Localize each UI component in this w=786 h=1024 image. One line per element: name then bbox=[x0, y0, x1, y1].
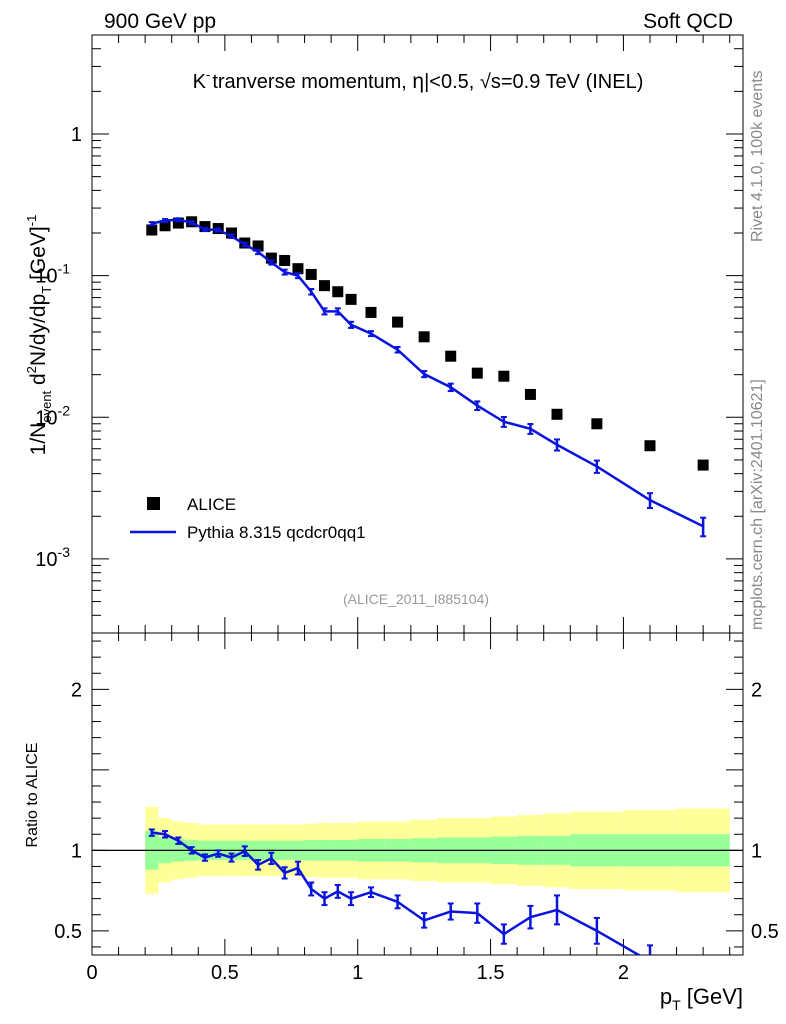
main-panel: 10-310-210-11 bbox=[35, 34, 744, 634]
ratio-frame bbox=[91, 632, 744, 956]
title-eta: η bbox=[412, 70, 424, 93]
main-y-tick-label: 10-2 bbox=[35, 402, 70, 429]
alice-data-point bbox=[697, 459, 709, 471]
tick-exponent: -1 bbox=[58, 261, 71, 277]
ratio-y-axis-label: Ratio to ALICE bbox=[24, 743, 41, 848]
legend-mc-label: Pythia 8.315 qcdcr0qq1 bbox=[187, 523, 366, 542]
main-y-tick-label: 10-3 bbox=[35, 544, 70, 571]
tick-base: 10 bbox=[35, 266, 57, 288]
alice-data-point bbox=[365, 306, 377, 318]
ratio-y-tick-label-left: 1 bbox=[71, 840, 82, 862]
alice-data-point bbox=[524, 388, 536, 400]
alice-data-point bbox=[252, 240, 264, 252]
alice-data-point bbox=[319, 280, 330, 292]
tick-exponent: -2 bbox=[58, 402, 71, 418]
title-charge: - bbox=[206, 67, 210, 82]
alice-data-point bbox=[172, 217, 184, 229]
xlabel-unit: [GeV] bbox=[681, 984, 743, 1009]
header-left-label: 900 GeV pp bbox=[104, 10, 216, 33]
ylabel-rest: N/dy/dp bbox=[27, 294, 50, 366]
x-axis-label: pT [GeV] bbox=[660, 984, 743, 1013]
ratio-mc-layer bbox=[148, 828, 653, 955]
analysis-id-label: (ALICE_2011_I885104) bbox=[343, 591, 489, 607]
alice-data-point bbox=[159, 220, 171, 232]
main-mc-layer bbox=[148, 217, 707, 538]
alice-data-point bbox=[392, 316, 404, 328]
alice-data-point bbox=[498, 370, 510, 382]
ratio-y-tick-label-left: 2 bbox=[71, 679, 82, 701]
alice-data-point bbox=[146, 224, 158, 236]
alice-data-point bbox=[305, 268, 317, 280]
alice-data-point bbox=[226, 227, 237, 239]
ratio-y-tick-label-left: 0.5 bbox=[54, 921, 82, 943]
ratio-mc-clipped bbox=[148, 828, 653, 955]
ylabel-event: event bbox=[39, 390, 54, 422]
title-energy: s=0.9 TeV (INEL) bbox=[491, 71, 643, 93]
alice-data-point bbox=[292, 263, 304, 275]
header-right-label: Soft QCD bbox=[643, 10, 733, 33]
main-y-axis-label: 1/Nevent d2N/dy/dpT [GeV]-1 bbox=[24, 215, 54, 456]
alice-data-point bbox=[345, 293, 357, 305]
alice-data-point bbox=[551, 408, 563, 420]
ratio-y-tick-label-right: 2 bbox=[751, 679, 762, 701]
alice-data-point bbox=[199, 221, 211, 233]
alice-data-point bbox=[265, 252, 277, 264]
alice-data-point bbox=[591, 418, 603, 430]
ylabel-middle: d bbox=[27, 373, 50, 391]
ratio-y-tick-label-right: 1 bbox=[751, 840, 762, 862]
title-sqrt: √ bbox=[480, 71, 491, 93]
alice-data-point bbox=[445, 350, 457, 362]
tick-exponent: -3 bbox=[58, 544, 71, 560]
x-tick-label: 0 bbox=[86, 962, 97, 984]
ratio-panel: 0.5 0.51 12 20 0.5 1 1.5 2 bbox=[54, 632, 779, 984]
legend: ALICE Pythia 8.315 qcdcr0qq1 bbox=[130, 495, 366, 542]
tick-base: 10 bbox=[35, 549, 57, 571]
ylabel-unit: [GeV] bbox=[27, 226, 50, 286]
main-data-layer bbox=[146, 216, 709, 471]
tick-base: 10 bbox=[35, 407, 57, 429]
legend-data-marker bbox=[147, 497, 160, 510]
alice-data-point bbox=[279, 254, 291, 266]
x-tick-label: 1.5 bbox=[477, 962, 505, 984]
title-text: tranverse momentum, bbox=[212, 71, 412, 93]
x-tick-label: 1 bbox=[352, 962, 363, 984]
legend-data-label: ALICE bbox=[187, 495, 236, 514]
ratio-y-tick-label-right: 0.5 bbox=[751, 921, 779, 943]
title-particle: K bbox=[193, 71, 207, 93]
ylabel-power: -1 bbox=[24, 215, 39, 227]
ylabel-t: T bbox=[39, 286, 54, 294]
x-tick-label: 2 bbox=[618, 962, 629, 984]
main-title: K-tranverse momentum, η|<0.5, √s=0.9 TeV… bbox=[193, 67, 644, 93]
mcplots-reference-label: mcplots.cern.ch [arXiv:2401.10621] bbox=[749, 379, 766, 630]
rivet-version-label: Rivet 4.1.0, 100k events bbox=[749, 70, 766, 242]
alice-data-point bbox=[471, 367, 483, 379]
title-cut: |<0.5, bbox=[424, 71, 480, 93]
xlabel-p: p bbox=[660, 984, 672, 1009]
ratio-mc-line bbox=[151, 831, 642, 955]
ylabel-squared: 2 bbox=[24, 366, 39, 373]
alice-data-point bbox=[644, 440, 656, 452]
ylabel-prefix: 1/N bbox=[27, 423, 50, 456]
xlabel-t: T bbox=[672, 997, 681, 1013]
main-y-tick-label: 1 bbox=[71, 124, 82, 146]
alice-data-point bbox=[418, 331, 430, 343]
alice-data-point bbox=[332, 286, 344, 298]
main-y-tick-label: 10-1 bbox=[35, 261, 70, 288]
x-tick-label: 0.5 bbox=[211, 962, 239, 984]
